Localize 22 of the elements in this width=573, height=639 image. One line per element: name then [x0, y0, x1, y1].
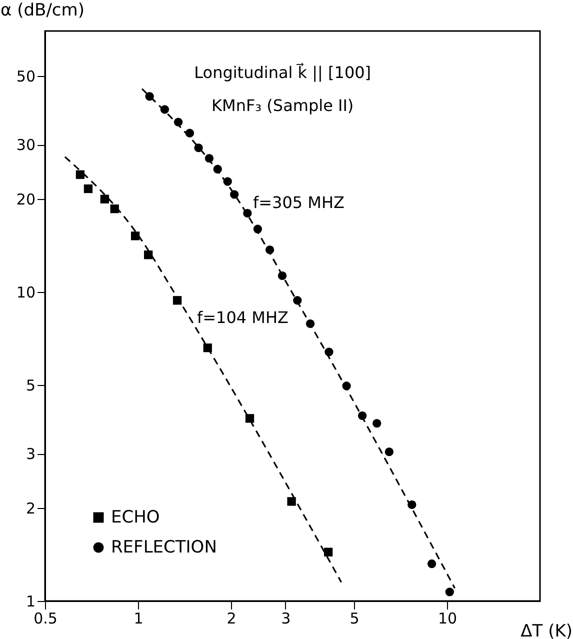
text: KMnF₃ (Sample II) — [212, 96, 354, 115]
annotation: f=305 MHZ — [253, 193, 344, 212]
y-tick-label: 1 — [26, 592, 36, 610]
x-axis-title: ΔT (K) — [520, 622, 572, 639]
annotation: f=104 MHZ — [197, 308, 288, 327]
text: Longitudinal k⃗ || [100] — [194, 62, 372, 82]
y-tick-label: 10 — [16, 284, 36, 302]
x-tick-label: 3 — [281, 610, 291, 628]
legend-label: REFLECTION — [111, 538, 217, 558]
x-tick-label: 10 — [438, 610, 458, 628]
legend-label: ECHO — [111, 508, 160, 528]
x-tick-label: 1 — [134, 610, 144, 628]
x-tick-label: 5 — [350, 610, 360, 628]
y-tick-label: 5 — [26, 376, 36, 395]
y-tick-label: 20 — [16, 190, 36, 209]
y-tick-label: 2 — [26, 500, 36, 518]
y-tick-label: 30 — [16, 136, 36, 154]
x-tick-label: 2 — [226, 610, 236, 628]
y-tick-label: 3 — [26, 445, 36, 464]
y-tick-label: 50 — [16, 68, 36, 86]
x-tick-label: 0.5 — [34, 610, 58, 628]
y-axis-title: α (dB/cm) — [0, 0, 84, 20]
